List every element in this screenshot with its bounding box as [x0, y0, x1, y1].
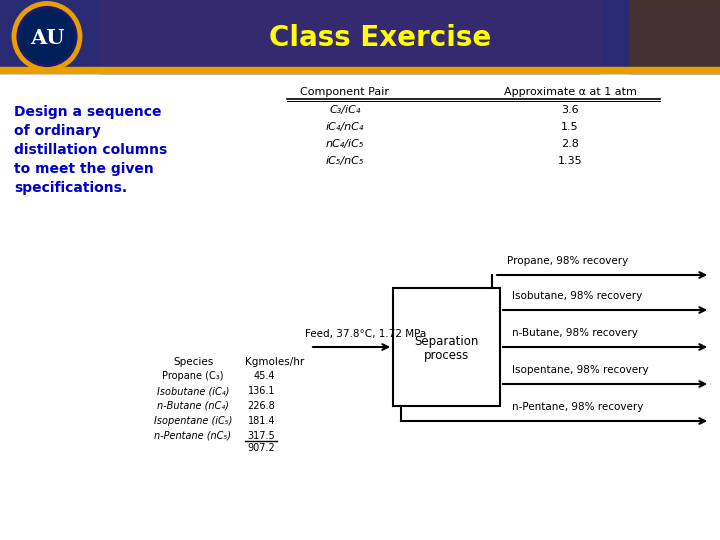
Text: Kgmoles/hr: Kgmoles/hr [246, 357, 305, 367]
Text: 45.4: 45.4 [253, 371, 275, 381]
Text: Propane (C₃): Propane (C₃) [162, 371, 224, 381]
Text: Isopentane (iC₅): Isopentane (iC₅) [154, 416, 232, 426]
Text: Isobutane (iC₄): Isobutane (iC₄) [157, 386, 229, 396]
Text: AU: AU [30, 28, 64, 48]
Text: Separation: Separation [414, 334, 479, 348]
Text: n-Butane, 98% recovery: n-Butane, 98% recovery [512, 328, 638, 338]
Circle shape [20, 10, 74, 64]
Text: 2.8: 2.8 [561, 139, 579, 149]
Text: nC₄/iC₅: nC₄/iC₅ [326, 139, 364, 149]
Circle shape [14, 3, 80, 70]
Text: Approximate α at 1 atm: Approximate α at 1 atm [503, 87, 636, 97]
Text: Component Pair: Component Pair [300, 87, 390, 97]
Text: Isobutane, 98% recovery: Isobutane, 98% recovery [512, 291, 642, 301]
Text: n-Pentane (nC₅): n-Pentane (nC₅) [155, 431, 232, 441]
Text: C₃/iC₄: C₃/iC₄ [329, 105, 361, 115]
Text: Isopentane, 98% recovery: Isopentane, 98% recovery [512, 365, 649, 375]
Text: iC₅/nC₅: iC₅/nC₅ [326, 156, 364, 166]
Text: 136.1: 136.1 [248, 386, 275, 396]
Text: 907.2: 907.2 [247, 443, 275, 453]
Text: n-Butane (nC₄): n-Butane (nC₄) [157, 401, 229, 411]
Text: 181.4: 181.4 [248, 416, 275, 426]
Text: Propane, 98% recovery: Propane, 98% recovery [507, 256, 629, 266]
Text: 3.6: 3.6 [561, 105, 579, 115]
Bar [0, 67, 720, 73]
Text: iC₄/nC₄: iC₄/nC₄ [326, 122, 364, 132]
Text: Design a sequence
of ordinary
distillation columns
to meet the given
specificati: Design a sequence of ordinary distillati… [14, 105, 167, 195]
Bar [100, 0, 600, 73]
Text: Feed, 37.8°C, 1.72 MPa: Feed, 37.8°C, 1.72 MPa [305, 329, 426, 339]
Text: 1.5: 1.5 [561, 122, 579, 132]
Bar [393, 288, 500, 406]
Text: 226.8: 226.8 [247, 401, 275, 411]
Text: Species: Species [173, 357, 213, 367]
Text: Class Exercise: Class Exercise [269, 24, 491, 51]
Text: n-Pentane, 98% recovery: n-Pentane, 98% recovery [512, 402, 644, 412]
Text: process: process [424, 348, 469, 361]
Bar [630, 0, 720, 73]
Text: 1.35: 1.35 [558, 156, 582, 166]
Bar [0, 0, 720, 73]
Text: 317.5: 317.5 [247, 431, 275, 441]
